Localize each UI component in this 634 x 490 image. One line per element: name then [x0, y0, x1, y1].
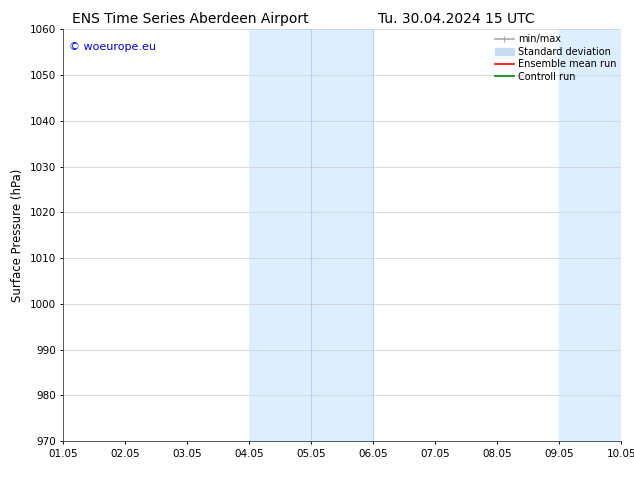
Bar	[249, 29, 373, 441]
Text: © woeurope.eu: © woeurope.eu	[69, 42, 156, 52]
Y-axis label: Surface Pressure (hPa): Surface Pressure (hPa)	[11, 169, 24, 302]
Text: Tu. 30.04.2024 15 UTC: Tu. 30.04.2024 15 UTC	[378, 12, 535, 26]
Bar	[559, 29, 634, 441]
Text: ENS Time Series Aberdeen Airport: ENS Time Series Aberdeen Airport	[72, 12, 309, 26]
Legend: min/max, Standard deviation, Ensemble mean run, Controll run: min/max, Standard deviation, Ensemble me…	[493, 32, 618, 83]
